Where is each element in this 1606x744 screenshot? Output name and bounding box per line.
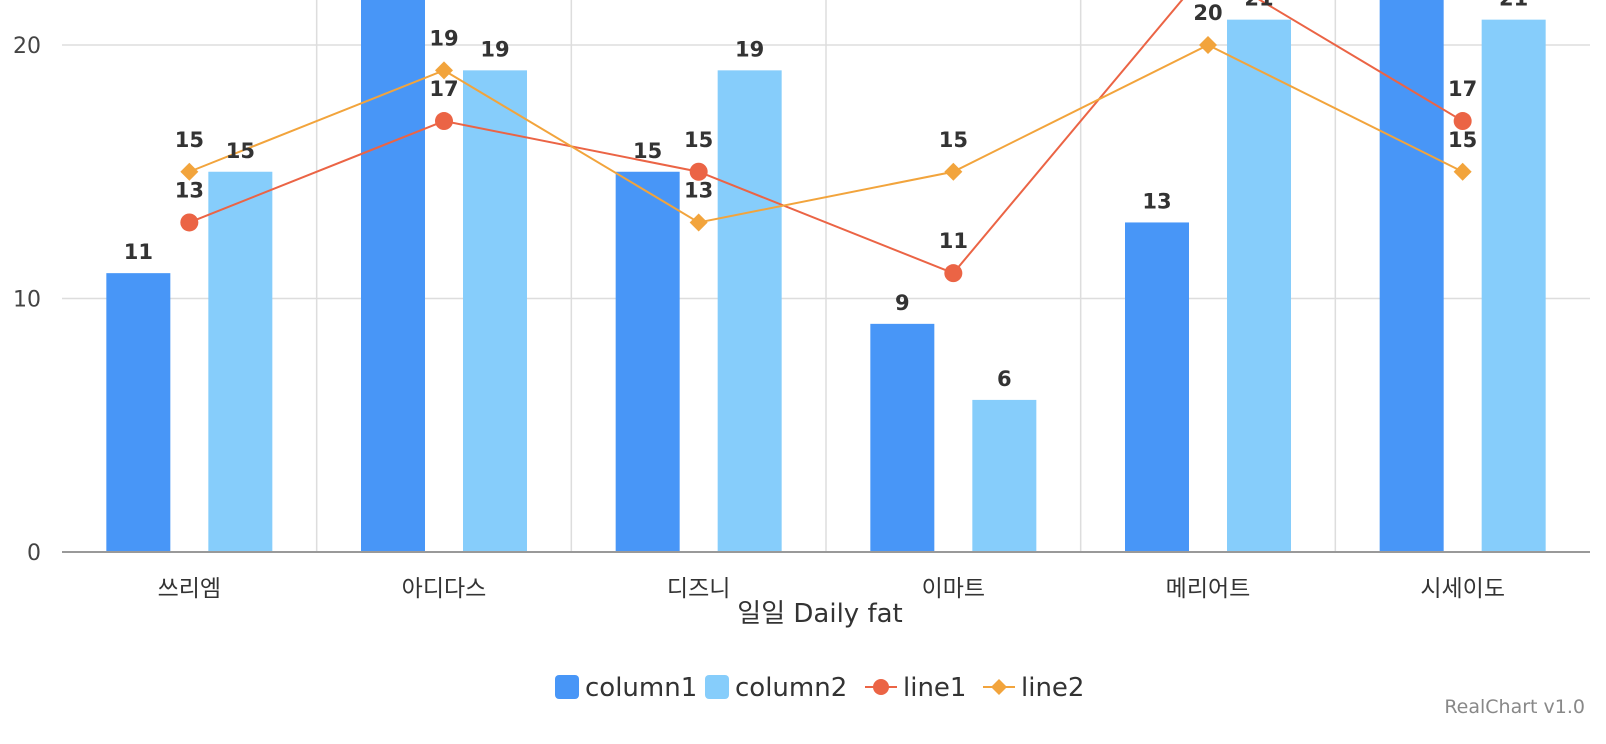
data-label: 15 xyxy=(939,128,968,152)
data-label: 17 xyxy=(1448,77,1477,101)
bar-column2 xyxy=(208,171,273,552)
x-tick-label: 시세이도 xyxy=(1420,576,1505,602)
legend-marker xyxy=(873,679,889,695)
marker-line1 xyxy=(689,162,708,181)
data-label: 15 xyxy=(226,139,255,163)
legend-label: column2 xyxy=(735,673,847,703)
marker-line1 xyxy=(435,112,453,131)
marker-line2 xyxy=(1453,162,1472,181)
legend-item-column1: column1 xyxy=(555,673,697,703)
marker-line2 xyxy=(1199,36,1217,54)
legend-marker xyxy=(991,679,1007,695)
data-label: 19 xyxy=(735,37,764,61)
grid-lines xyxy=(62,0,1590,552)
data-label: 17 xyxy=(429,77,458,101)
marker-line1 xyxy=(944,264,963,283)
legend-item-column2: column2 xyxy=(705,673,847,703)
legend-swatch xyxy=(705,675,729,699)
data-label: 13 xyxy=(1142,189,1171,213)
data-label: 11 xyxy=(939,229,968,253)
x-tick-label: 메리어트 xyxy=(1166,576,1251,602)
bar-column2 xyxy=(972,399,1037,552)
legend-label: line2 xyxy=(1021,673,1084,703)
bar-column2 xyxy=(1227,19,1291,552)
data-label: 15 xyxy=(1448,128,1477,152)
data-label: 15 xyxy=(175,128,204,152)
line-line2 xyxy=(188,43,1464,224)
marker-line2 xyxy=(435,61,453,80)
legend-item-line1: line1 xyxy=(865,673,966,703)
data-label: 15 xyxy=(633,139,662,163)
data-label: 19 xyxy=(480,37,509,61)
data-label: 13 xyxy=(684,178,713,202)
y-tick-label: 0 xyxy=(27,541,41,566)
data-label: 19 xyxy=(429,26,458,50)
bar-column1 xyxy=(615,171,680,552)
data-label: 13 xyxy=(175,178,204,202)
y-tick-label: 10 xyxy=(13,288,41,313)
bar-column1 xyxy=(106,273,171,552)
data-label: 21 xyxy=(1499,0,1528,11)
marker-line2 xyxy=(944,162,963,181)
legend-swatch xyxy=(555,675,579,699)
legend-item-line2: line2 xyxy=(983,673,1084,703)
line-line1 xyxy=(188,0,1464,275)
x-tick-label: 이마트 xyxy=(922,576,985,602)
chart-credit: RealChart v1.0 xyxy=(1444,696,1585,718)
bar-series xyxy=(106,0,1546,552)
bar-column2 xyxy=(717,70,782,552)
data-label: 9 xyxy=(895,291,910,315)
bar-column1 xyxy=(1125,222,1189,552)
x-tick-label: 쓰리엠 xyxy=(158,576,221,602)
data-labels: 1123159132315191962121131715112317151913… xyxy=(124,0,1529,391)
x-axis-title: 일일 Daily fat xyxy=(737,599,902,629)
marker-line2 xyxy=(180,162,199,181)
x-tick-label: 디즈니 xyxy=(667,576,730,602)
x-tick-label: 아디다스 xyxy=(402,576,487,602)
marker-line1 xyxy=(1453,112,1472,131)
data-label: 15 xyxy=(684,128,713,152)
line-series xyxy=(180,0,1472,283)
data-label: 20 xyxy=(1193,1,1222,25)
bar-column1 xyxy=(361,0,425,552)
bar-column2 xyxy=(1481,19,1546,552)
y-tick-label: 20 xyxy=(13,34,41,59)
legend-label: line1 xyxy=(903,673,966,703)
data-label: 11 xyxy=(124,240,153,264)
marker-line1 xyxy=(180,213,199,232)
data-label: 21 xyxy=(1244,0,1273,11)
bar-column2 xyxy=(463,70,527,552)
axes: 0 10 20 쓰리엠 아디다스 디즈니 이마트 메리어트 시세이도 xyxy=(13,34,1590,602)
bar-column1 xyxy=(870,323,935,552)
legend-label: column1 xyxy=(585,673,697,703)
legend: column1 column2 line1 line2 xyxy=(555,673,1084,703)
data-label: 6 xyxy=(997,367,1012,391)
bar-column1 xyxy=(1379,0,1444,552)
marker-line2 xyxy=(689,213,708,232)
